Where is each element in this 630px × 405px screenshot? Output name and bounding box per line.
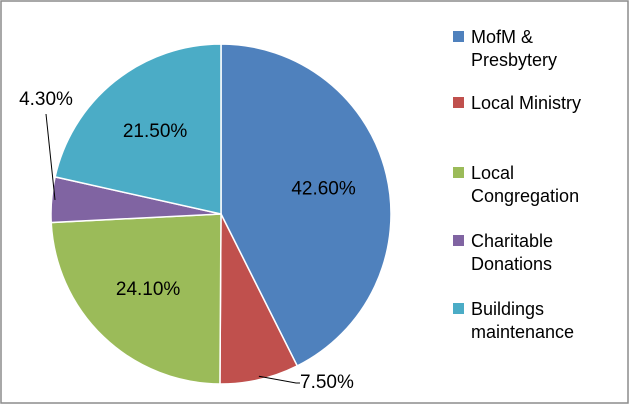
data-label: 7.50% <box>300 372 354 393</box>
pie-slice <box>50 213 222 385</box>
legend-item: Local Congregation <box>453 162 603 208</box>
legend-label: Local Congregation <box>471 163 580 206</box>
data-label: 21.50% <box>123 121 188 142</box>
legend-label: Local Ministry <box>471 93 582 113</box>
pie-slice <box>54 43 222 215</box>
legend-swatch <box>453 31 464 42</box>
data-label: 42.60% <box>291 179 356 200</box>
legend-item: Charitable Donations <box>453 230 603 276</box>
leader-line <box>45 113 56 200</box>
legend-swatch <box>453 167 464 178</box>
legend-item: MofM & Presbytery <box>453 26 603 72</box>
legend-swatch <box>453 303 464 314</box>
legend-item: Buildings maintenance <box>453 298 603 344</box>
data-label: 4.30% <box>19 89 73 110</box>
legend-swatch <box>453 235 464 246</box>
legend-swatch <box>453 97 464 108</box>
legend-item: Local Ministry <box>453 92 603 115</box>
legend-label: Charitable Donations <box>471 231 554 274</box>
leader-line <box>258 375 300 384</box>
legend-label: MofM & Presbytery <box>471 27 558 70</box>
data-label: 24.10% <box>116 279 181 300</box>
pie-slice <box>220 43 392 367</box>
legend-label: Buildings maintenance <box>471 299 575 342</box>
